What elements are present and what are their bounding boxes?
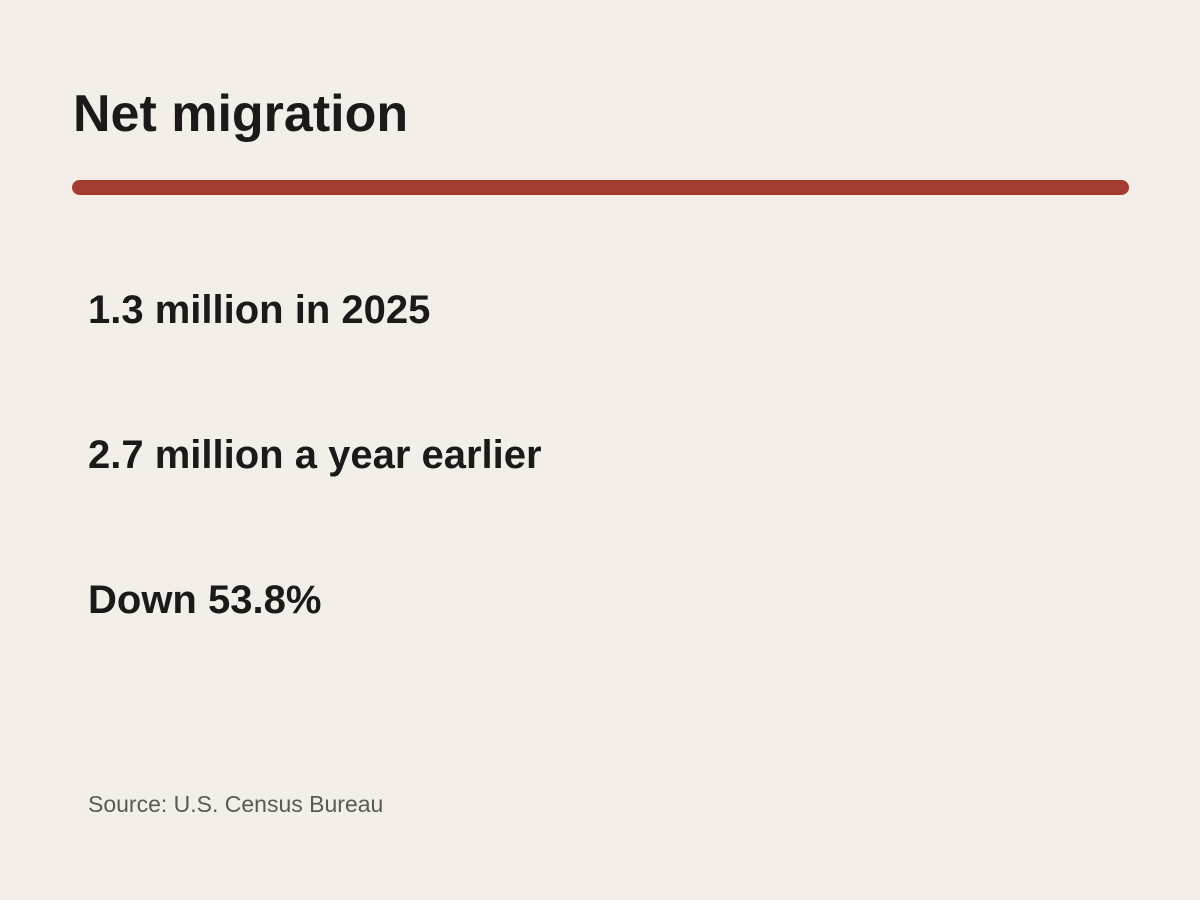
divider xyxy=(72,180,1129,195)
fact: 2.7 million a year earlier xyxy=(88,433,542,477)
fact: 1.3 million in 2025 xyxy=(88,288,431,332)
fact: Down 53.8% xyxy=(88,578,322,622)
source: Source: U.S. Census Bureau xyxy=(88,791,384,817)
title: Net migration xyxy=(73,85,409,143)
